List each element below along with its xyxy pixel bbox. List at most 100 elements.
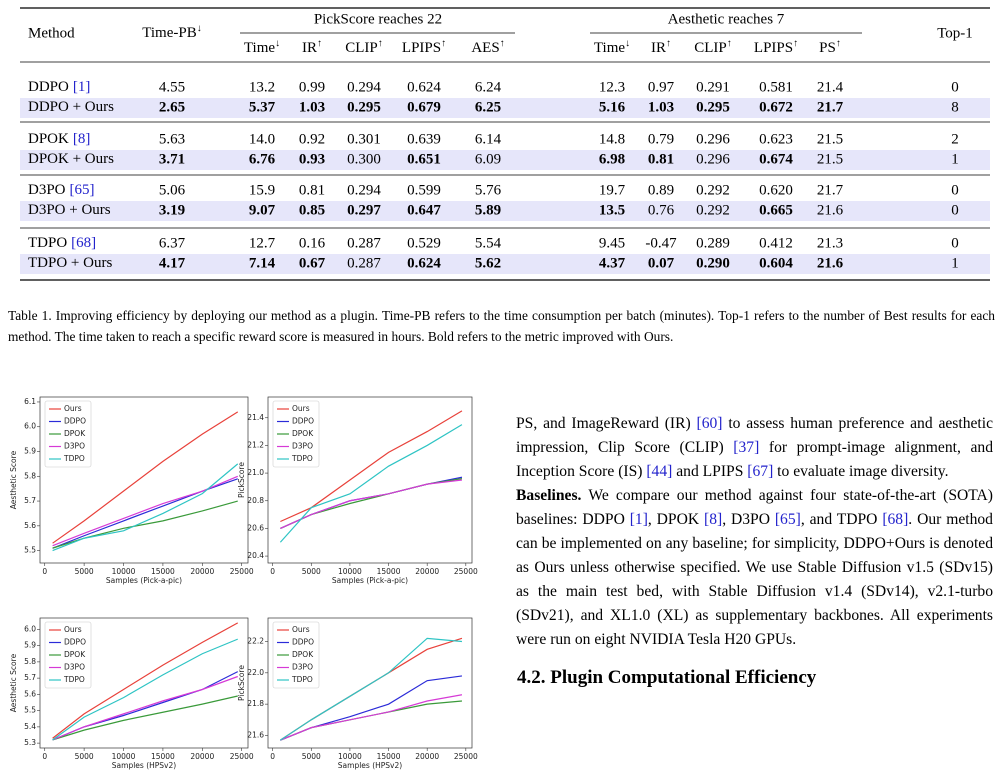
x-tick-label: 20000 — [190, 752, 214, 761]
table-cell: 0.92 — [299, 131, 325, 147]
x-tick-label: 25000 — [454, 567, 478, 576]
x-tick-label: 10000 — [112, 752, 136, 761]
text-run: and LPIPS — [672, 463, 748, 480]
paragraph: Baselines. We compare our method against… — [516, 484, 993, 652]
method-cell: DDPO + Ours — [28, 99, 114, 115]
citation: [60] — [696, 415, 723, 432]
legend-label: TDPO — [63, 675, 85, 684]
legend-label: Ours — [64, 404, 82, 413]
y-tick-label: 22.2 — [247, 636, 264, 645]
table-cell: 3.19 — [159, 202, 185, 218]
table-cell: 2.65 — [159, 99, 185, 115]
table-cell: 0.16 — [299, 235, 326, 251]
table-cell: 0.291 — [696, 79, 730, 95]
legend-label: DPOK — [64, 429, 86, 438]
header-label: AES↑ — [471, 38, 504, 56]
series-line — [280, 479, 463, 529]
header-label: Time↓ — [594, 38, 630, 56]
plot-frame — [267, 617, 473, 749]
table-cell: 0 — [951, 235, 959, 251]
header-arrow: ↑ — [836, 38, 841, 49]
method-name: D3PO — [28, 182, 66, 198]
header-label: CLIP↑ — [345, 38, 383, 56]
y-tick-label: 22.0 — [247, 668, 264, 677]
x-axis-label: Samples (HPSv2) — [338, 761, 402, 770]
table-cell: 0.67 — [299, 255, 326, 271]
paragraph-text: PS, and ImageReward (IR) [60] to assess … — [516, 415, 993, 480]
table-cell: 0.599 — [407, 182, 441, 198]
table-cell: 5.89 — [475, 202, 501, 218]
header-arrow: ↑ — [500, 38, 505, 49]
table-cell: 1.03 — [648, 99, 674, 115]
header-text: IR — [651, 40, 666, 56]
table-cell: 0.674 — [759, 151, 793, 167]
table-cell: 0.290 — [696, 255, 730, 271]
table-cell: 5.54 — [475, 235, 502, 251]
header-text: LPIPS — [402, 40, 441, 56]
method-name: TDPO — [28, 235, 67, 251]
table-cell: 0.287 — [347, 255, 381, 271]
text-run: , and TDPO — [800, 511, 883, 528]
x-tick-label: 0 — [42, 752, 47, 761]
line-chart: 21.6 21.8 22.0 22.2 0 5000 10000 15000 20000 2500… — [237, 617, 478, 770]
table-cell: 6.37 — [159, 235, 186, 251]
table-cell: 21.4 — [817, 79, 844, 95]
y-tick-label: 5.3 — [24, 738, 36, 747]
citation: [68] — [71, 235, 96, 251]
header-arrow: ↓ — [197, 23, 202, 34]
x-tick-label: 20000 — [415, 567, 439, 576]
table-cell: 12.7 — [249, 235, 276, 251]
paragraph: PS, and ImageReward (IR) [60] to assess … — [516, 412, 993, 484]
table-cell: 0.295 — [696, 99, 730, 115]
legend-box — [44, 400, 92, 468]
y-tick-label: 20.8 — [247, 496, 264, 505]
legend-label: TDPO — [291, 675, 313, 684]
citation: [8] — [704, 511, 723, 528]
legend-label: Ours — [292, 404, 310, 413]
y-axis-label: PickScore — [237, 665, 246, 701]
figure-charts: 5.5 5.6 5.7 5.8 5.9 6.0 6.1 0 5000 10000 15000 2000… — [9, 396, 478, 770]
x-axis-label: Samples (Pick-a-pic) — [106, 576, 182, 585]
line-chart: 20.4 20.6 20.8 21.0 21.2 21.4 0 5000 10000 15000 2… — [237, 396, 478, 585]
header-arrow: ↓ — [625, 38, 630, 49]
y-tick-label: 5.7 — [24, 496, 36, 505]
x-tick-label: 0 — [270, 567, 275, 576]
table-cell: 0.623 — [759, 131, 793, 147]
table-cell: 0.295 — [347, 99, 381, 115]
table-caption: Table 1. Improving efficiency by deployi… — [8, 308, 995, 344]
method-name: TDPO + Ours — [28, 255, 112, 271]
table-cell: 0.647 — [407, 202, 441, 218]
text-run: . Our method can be implemented on any b… — [516, 511, 993, 648]
legend-label: TDPO — [63, 454, 85, 463]
legend-box — [44, 621, 92, 689]
table-cell: 0.287 — [347, 235, 381, 251]
citation: [65] — [70, 182, 95, 198]
y-tick-label: 6.1 — [24, 397, 36, 406]
table-cell: 0.76 — [648, 202, 675, 218]
table-cell: 0.296 — [696, 131, 730, 147]
header-arrow: ↑ — [666, 38, 671, 49]
legend-box — [272, 400, 320, 468]
table-cell: 0.529 — [407, 235, 441, 251]
citation: [1] — [73, 79, 91, 95]
series-line — [279, 424, 463, 543]
x-tick-label: 5000 — [75, 567, 94, 576]
method-cell: D3PO [65] — [28, 182, 95, 198]
table-cell: 21.5 — [817, 131, 843, 147]
paragraph-label: Baselines. — [516, 487, 582, 504]
method-name: D3PO + Ours — [28, 202, 111, 218]
line-chart: 5.3 5.4 5.5 5.6 5.7 5.8 5.9 6.0 0 5000 10000 15000 2… — [9, 617, 254, 770]
header-label: IR↑ — [651, 38, 671, 56]
header-arrow: ↑ — [378, 38, 383, 49]
table-cell: 9.07 — [249, 202, 276, 218]
row-highlight — [20, 150, 990, 170]
table-cell: 0 — [951, 202, 959, 218]
table-cell: 0.292 — [696, 202, 730, 218]
header-text: CLIP — [694, 40, 727, 56]
plot-frame — [39, 617, 249, 749]
table-cell: 0.93 — [299, 151, 325, 167]
header-arrow: ↓ — [275, 38, 280, 49]
method-cell: DPOK + Ours — [28, 151, 114, 167]
table-cell: 4.55 — [159, 79, 185, 95]
